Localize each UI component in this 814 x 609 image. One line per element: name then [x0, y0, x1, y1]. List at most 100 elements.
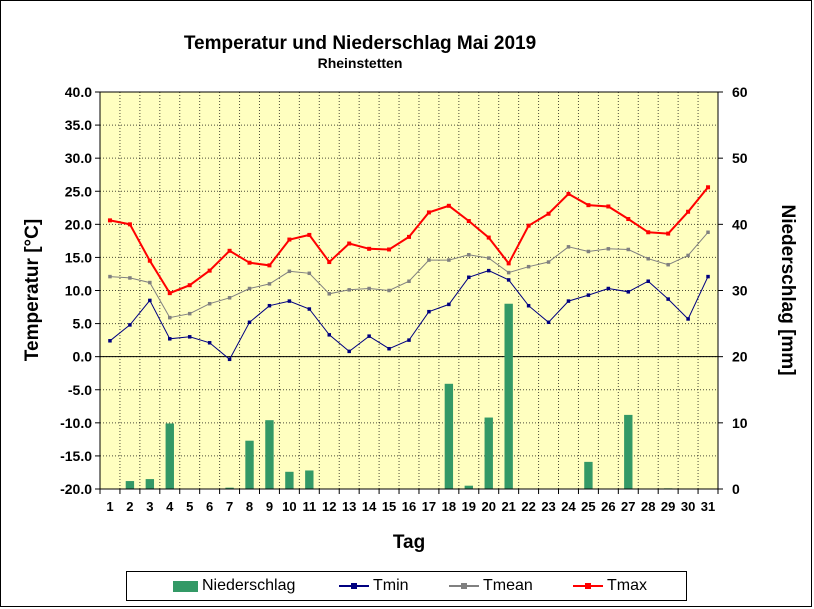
point-tmean	[706, 230, 710, 235]
point-tmax	[327, 260, 332, 265]
x-tick-label: 1	[106, 499, 113, 514]
point-tmean	[247, 286, 252, 291]
point-tmean	[467, 253, 471, 257]
point-tmax	[486, 235, 491, 240]
point-tmax	[706, 185, 711, 190]
point-tmean	[108, 274, 112, 279]
y2-tick-label: 40	[732, 216, 748, 232]
x-tick-label: 9	[266, 499, 273, 514]
point-tmax	[187, 283, 192, 288]
point-tmean	[287, 269, 292, 274]
legend-swatch-niederschlag	[173, 580, 198, 592]
bar-niederschlag	[444, 383, 454, 489]
point-tmax	[387, 247, 392, 252]
x-tick-label: 13	[342, 499, 356, 514]
point-tmin	[148, 298, 152, 303]
x-tick-label: 20	[482, 499, 496, 514]
point-tmin	[207, 341, 212, 345]
point-tmax	[426, 210, 431, 215]
point-tmin	[506, 278, 511, 282]
point-tmin	[606, 286, 611, 291]
point-tmin	[447, 302, 451, 307]
x-tick-label: 10	[282, 499, 296, 514]
point-tmin	[706, 274, 710, 279]
point-tmin	[307, 307, 312, 311]
x-tick-label: 30	[681, 499, 695, 514]
y2-axis-label: Niederschlag [mm]	[777, 204, 798, 375]
point-tmean	[586, 249, 591, 254]
y-tick-label: -5.0	[68, 382, 92, 398]
y-tick-label: 40.0	[65, 84, 92, 100]
point-tmean	[526, 264, 531, 269]
point-tmin	[108, 339, 112, 343]
y-tick-label: 5.0	[73, 316, 93, 332]
point-tmin	[187, 335, 192, 339]
point-tmax	[586, 203, 591, 208]
x-tick-label: 5	[186, 499, 193, 514]
point-tmax	[446, 203, 451, 208]
y2-tick-label: 0	[732, 481, 740, 497]
y-tick-label: 15.0	[65, 249, 92, 265]
point-tmin	[526, 303, 531, 308]
point-tmin	[427, 309, 431, 314]
point-tmin	[168, 337, 172, 341]
point-tmin	[646, 279, 650, 283]
point-tmean	[566, 245, 571, 249]
bar-niederschlag	[624, 414, 633, 489]
point-tmax	[626, 217, 631, 222]
legend: Niederschlag Tmin Tmean Tmax	[126, 571, 687, 601]
point-tmin	[387, 346, 391, 351]
legend-label-tmin: Tmin	[373, 577, 409, 594]
x-tick-label: 14	[362, 499, 377, 514]
bar-niederschlag	[285, 471, 294, 489]
chart-subtitle: Rheinstetten	[317, 55, 403, 71]
point-tmax	[127, 222, 132, 227]
point-tmax	[107, 218, 112, 223]
point-tmin	[367, 334, 371, 338]
point-tmax	[606, 204, 611, 209]
x-tick-label: 3	[146, 499, 153, 514]
point-tmin	[128, 323, 132, 327]
x-tick-label: 17	[422, 499, 436, 514]
point-tmax	[666, 231, 671, 236]
x-tick-label: 19	[462, 499, 476, 514]
point-tmin	[546, 320, 551, 325]
point-tmean	[546, 260, 551, 264]
point-tmean	[168, 315, 172, 320]
point-tmean	[367, 286, 371, 291]
point-tmax	[267, 263, 272, 268]
y2-tick-label: 20	[732, 349, 748, 365]
x-tick-label: 25	[581, 499, 595, 514]
legend-swatch-tmax	[573, 583, 603, 589]
point-tmean	[447, 258, 451, 262]
x-tick-label: 21	[501, 499, 515, 514]
x-tick-label: 22	[521, 499, 535, 514]
point-tmean	[646, 256, 650, 261]
point-tmean	[347, 288, 351, 292]
x-tick-label: 16	[402, 499, 416, 514]
point-tmax	[247, 260, 252, 265]
point-tmean	[686, 253, 690, 258]
x-tick-label: 7	[226, 499, 233, 514]
point-tmean	[486, 256, 491, 260]
point-tmin	[287, 299, 292, 303]
legend-swatch-tmean	[449, 583, 479, 589]
x-tick-label: 8	[246, 499, 253, 514]
y2-tick-label: 30	[732, 283, 748, 299]
point-tmin	[327, 333, 332, 337]
point-tmin	[267, 303, 272, 308]
y-tick-label: 20.0	[65, 216, 92, 232]
y-tick-label: 35.0	[65, 117, 92, 133]
y2-tick-label: 10	[732, 415, 748, 431]
point-tmin	[247, 320, 252, 325]
point-tmean	[387, 288, 391, 293]
bar-niederschlag	[165, 423, 174, 489]
legend-label-tmax: Tmax	[607, 577, 647, 594]
y2-tick-label: 60	[732, 84, 748, 100]
point-tmean	[327, 292, 332, 296]
x-tick-label: 26	[601, 499, 615, 514]
point-tmax	[526, 223, 531, 228]
legend-item-niederschlag: Niederschlag	[173, 576, 295, 596]
x-tick-label: 6	[206, 499, 213, 514]
